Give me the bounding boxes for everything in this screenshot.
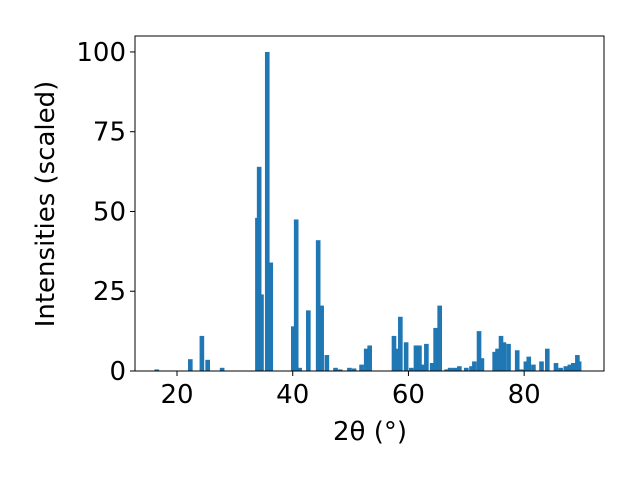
x-tick-label: 60 [392, 380, 425, 410]
bar [409, 367, 414, 371]
bar [256, 166, 262, 371]
bar [187, 359, 193, 371]
bar [333, 367, 338, 371]
bar [293, 219, 299, 371]
bar [433, 327, 438, 371]
bar [463, 367, 469, 371]
bar [563, 366, 569, 371]
bar [457, 366, 462, 371]
bar [403, 342, 409, 371]
bar [472, 361, 477, 371]
bar [492, 351, 497, 371]
bar [394, 348, 400, 371]
bar [429, 363, 435, 371]
bar [319, 305, 324, 371]
bar [571, 363, 576, 371]
bar [367, 345, 372, 371]
x-tick-label: 40 [276, 380, 309, 410]
bar [290, 326, 296, 371]
bar [424, 343, 429, 371]
bar [506, 343, 511, 371]
bar [526, 356, 532, 371]
y-tick-label: 50 [93, 197, 126, 227]
bar [479, 358, 485, 371]
bar [154, 369, 160, 371]
bar [398, 316, 403, 371]
bar [219, 367, 225, 371]
y-tick-label: 100 [76, 38, 126, 68]
bar [351, 368, 357, 371]
bar [391, 335, 397, 371]
bar [413, 345, 419, 371]
bar [259, 294, 264, 371]
bar [363, 348, 369, 371]
bar [315, 240, 321, 371]
bar [359, 364, 364, 371]
bar [306, 310, 311, 371]
bar [553, 363, 559, 371]
bar [417, 345, 422, 371]
bar [437, 305, 442, 371]
bar [324, 355, 330, 371]
bar [501, 342, 507, 371]
bar [531, 364, 536, 371]
y-axis-label: Intensities (scaled) [31, 81, 61, 328]
bar [518, 369, 524, 371]
x-tick-label: 80 [508, 380, 541, 410]
y-tick-label: 25 [93, 277, 126, 307]
bar [558, 367, 563, 371]
x-tick-label: 20 [160, 380, 193, 410]
bar [567, 364, 573, 371]
bar [495, 348, 500, 371]
bar [337, 369, 343, 371]
bar [447, 367, 453, 371]
bar [297, 367, 302, 371]
bar [444, 369, 449, 371]
bar [498, 335, 504, 371]
y-tick-label: 75 [93, 118, 126, 148]
y-tick-label: 0 [109, 357, 126, 387]
bar [469, 366, 474, 371]
bar [205, 359, 210, 371]
bar [420, 364, 426, 371]
bar [268, 262, 274, 371]
bar [452, 367, 458, 371]
bar [199, 335, 205, 371]
plot-frame [134, 35, 605, 372]
bar [476, 331, 482, 371]
bar [523, 361, 529, 371]
bar [576, 361, 582, 371]
bar [514, 350, 520, 371]
bar [539, 361, 544, 371]
bar [347, 367, 352, 371]
bar [264, 51, 270, 371]
x-axis-label: 2θ (°) [333, 417, 407, 447]
bar [544, 348, 550, 371]
